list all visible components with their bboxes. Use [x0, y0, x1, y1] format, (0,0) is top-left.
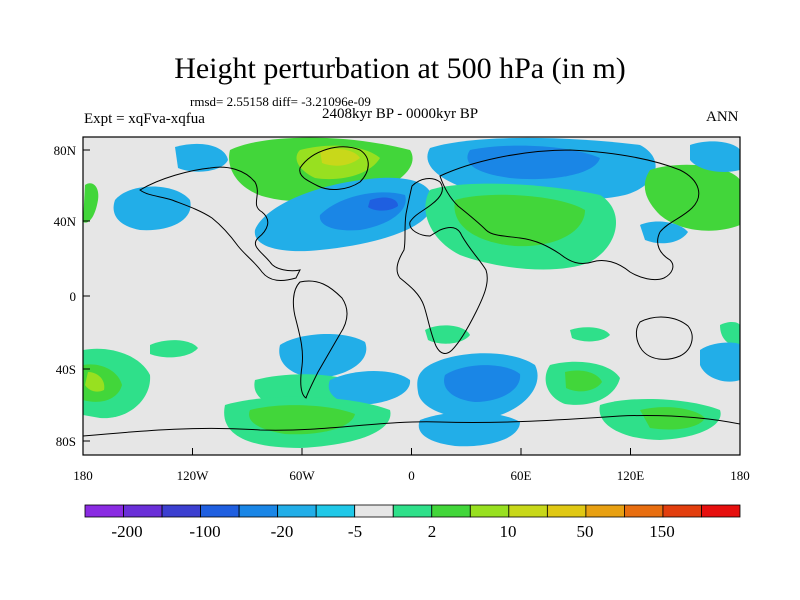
colorbar-label: 2: [428, 522, 437, 541]
colorbar-swatch: [238, 504, 279, 518]
lat-tick-label: 40N: [54, 214, 77, 229]
colorbar-swatch: [161, 504, 201, 518]
colorbar-swatch: [84, 504, 124, 518]
lon-tick-label: 60W: [289, 468, 315, 483]
latitude-axis: 80N 40N 0 40S 80S: [54, 143, 90, 449]
stats-label: rmsd= 2.55158 diff= -3.21096e-09: [190, 94, 371, 109]
lon-tick-label: 180: [730, 468, 750, 483]
colorbar-swatch: [123, 504, 163, 518]
anomaly-south-indian-ocean-negative: [417, 353, 538, 419]
colorbar-label: 50: [577, 522, 594, 541]
colorbar-swatch: [624, 504, 664, 518]
colorbar-label: -5: [348, 522, 362, 541]
coast-greenland: [299, 146, 369, 190]
colorbar-swatch: [508, 504, 548, 518]
lon-tick-label: 120E: [617, 468, 645, 483]
coastlines: [83, 146, 740, 437]
anomaly-north-atlantic-negative: [254, 177, 433, 252]
colorbar-swatch: [431, 504, 471, 518]
colorbar-swatch: [200, 504, 240, 518]
colorbar-label: -200: [111, 522, 142, 541]
colorbar-swatch: [701, 504, 741, 518]
lon-tick-label: 180: [73, 468, 93, 483]
coast-europe-africa: [396, 178, 488, 354]
lat-tick-label: 0: [70, 289, 77, 304]
anomaly-south-atlantic-negative: [328, 371, 411, 405]
coast-australia: [635, 316, 693, 360]
colorbar-swatch: [392, 504, 433, 518]
anomaly-central-asia-positive: [425, 183, 617, 270]
experiment-label: Expt = xqFva-xqfua: [84, 111, 205, 127]
anomaly-tropics: [150, 322, 740, 358]
lon-tick-label: 120W: [177, 468, 210, 483]
colorbar-swatch: [315, 504, 356, 518]
lon-tick-label: 0: [408, 468, 415, 483]
colorbar-swatch: [585, 504, 625, 518]
anomaly-south-pacific-positive: [83, 348, 151, 419]
colorbar-swatch: [469, 504, 510, 518]
coast-north-america: [139, 166, 301, 281]
colorbar-swatch: [662, 504, 702, 518]
lat-tick-label: 40S: [56, 362, 76, 377]
lat-tick-label: 80S: [56, 434, 76, 449]
colorbar-label: 150: [649, 522, 675, 541]
colorbar-swatch: [546, 504, 587, 518]
lat-tick-label: 80N: [54, 143, 77, 158]
period-label: 2408kyr BP - 0000kyr BP: [322, 106, 479, 122]
colorbar-label: -20: [271, 522, 294, 541]
colorbar-label: -100: [189, 522, 220, 541]
coast-asia: [439, 149, 700, 281]
coast-south-america: [292, 280, 348, 399]
coast-antarctica: [83, 414, 740, 437]
plot-title: Height perturbation at 500 hPa (in m): [174, 52, 626, 85]
colorbar-swatch: [277, 504, 317, 518]
colorbar-swatch: [354, 504, 394, 518]
colorbar-label: 10: [500, 522, 517, 541]
lon-tick-label: 60E: [511, 468, 532, 483]
anomaly-southern-ocean: [224, 342, 740, 448]
longitude-axis: 180 120W 60W 0 60E 120E 180: [73, 448, 750, 483]
season-label: ANN: [706, 109, 739, 125]
colorbar: -200 -100 -20 -5 2 10 50 150: [84, 504, 741, 541]
map-field: [83, 137, 740, 455]
anomaly-pacific-negative: [83, 143, 228, 231]
anomaly-east-asia: [640, 141, 740, 244]
anomaly-south-indian-positive: [545, 361, 620, 405]
